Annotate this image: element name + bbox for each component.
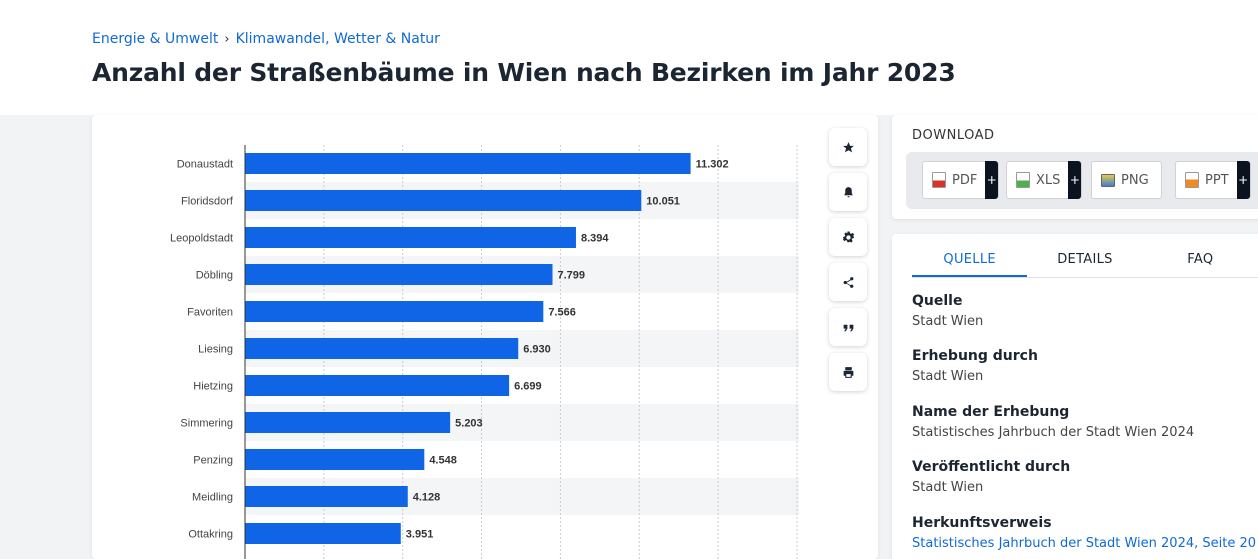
value-label: 8.394 [581, 233, 609, 245]
value-label: 10.051 [646, 196, 680, 208]
ppt-file-icon [1185, 172, 1199, 188]
info-value: Statistisches Jahrbuch der Stadt Wien 20… [912, 425, 1195, 440]
info-section-herkunft: Herkunftsverweis Statistisches Jahrbuch … [912, 515, 1256, 551]
bar[interactable] [245, 412, 451, 433]
bar[interactable] [245, 227, 576, 248]
tab-details[interactable]: DETAILS [1057, 252, 1113, 267]
category-label: Ottakring [188, 529, 233, 541]
tab-faq[interactable]: FAQ [1187, 252, 1214, 267]
value-label: 4.128 [413, 492, 441, 504]
bar[interactable] [245, 486, 408, 507]
pdf-file-icon [932, 172, 946, 188]
download-ppt-button[interactable]: PPT + [1175, 161, 1251, 199]
gear-icon [842, 231, 854, 243]
download-panel: DOWNLOAD PDF + XLS + PNG PPT + [892, 115, 1258, 219]
download-title: DOWNLOAD [912, 128, 995, 143]
value-label: 6.699 [514, 381, 542, 393]
star-icon [842, 141, 854, 152]
bar[interactable] [245, 523, 401, 544]
category-label: Hietzing [193, 381, 233, 393]
pdf-options-plus[interactable]: + [985, 161, 999, 199]
settings-button[interactable] [829, 218, 867, 256]
bar[interactable] [245, 338, 519, 359]
download-pdf-label: PDF [952, 172, 978, 188]
bell-icon [843, 186, 853, 197]
breadcrumb-item-klimawandel[interactable]: Klimawandel, Wetter & Natur [235, 31, 440, 47]
notification-button[interactable] [829, 173, 867, 211]
breadcrumb-separator: › [224, 31, 230, 47]
bar[interactable] [245, 375, 510, 396]
info-value: Stadt Wien [912, 480, 984, 495]
category-label: Favoriten [187, 307, 233, 319]
header-background [0, 0, 1258, 115]
bar[interactable] [245, 301, 544, 322]
value-label: 11.302 [696, 159, 729, 171]
share-icon [843, 276, 853, 288]
info-value: Stadt Wien [912, 314, 984, 329]
download-png-label: PNG [1121, 172, 1149, 188]
download-pdf-button[interactable]: PDF + [922, 161, 1000, 199]
bar-chart: Donaustadt 11.302 Floridsdorf 10.051 Leopold… [170, 145, 799, 559]
quote-icon [843, 324, 853, 331]
info-tabs: QUELLE DETAILS FAQ [912, 248, 1258, 278]
category-label: Liesing [198, 344, 233, 356]
share-button[interactable] [829, 263, 867, 301]
bar[interactable] [245, 449, 425, 470]
print-button[interactable] [829, 353, 867, 391]
category-label: Döbling [196, 270, 233, 282]
download-buttons: PDF + XLS + PNG PPT + [906, 152, 1258, 209]
info-heading: Herkunftsverweis [912, 515, 1052, 531]
info-section-veroeffentlicht: Veröffentlicht durch Stadt Wien [912, 459, 1070, 495]
download-ppt-label: PPT [1205, 172, 1229, 188]
category-label: Meidling [192, 492, 233, 504]
cite-button[interactable] [829, 308, 867, 346]
ppt-options-plus[interactable]: + [1236, 161, 1250, 199]
xls-file-icon [1016, 172, 1030, 188]
info-panel: QUELLE DETAILS FAQ Quelle Stadt Wien Erh… [892, 234, 1258, 559]
png-file-icon [1101, 173, 1115, 187]
breadcrumb: Energie & Umwelt › Klimawandel, Wetter &… [92, 31, 440, 47]
info-heading: Name der Erhebung [912, 404, 1070, 420]
info-heading: Erhebung durch [912, 348, 1038, 364]
category-label: Leopoldstadt [170, 233, 233, 245]
favorite-button[interactable] [829, 128, 867, 166]
bar[interactable] [245, 190, 642, 211]
value-label: 7.799 [558, 270, 586, 282]
tab-quelle[interactable]: QUELLE [912, 248, 1028, 277]
breadcrumb-item-energie[interactable]: Energie & Umwelt [92, 31, 219, 47]
info-section-quelle: Quelle Stadt Wien [912, 293, 983, 329]
download-png-button[interactable]: PNG [1091, 161, 1162, 199]
value-label: 5.203 [455, 418, 483, 430]
bar[interactable] [245, 153, 691, 174]
bar[interactable] [245, 264, 553, 285]
print-icon [843, 366, 853, 378]
category-label: Simmering [180, 418, 233, 430]
info-section-erhebung: Erhebung durch Stadt Wien [912, 348, 1038, 384]
info-value: Stadt Wien [912, 369, 984, 384]
source-link[interactable]: Statistisches Jahrbuch der Stadt Wien 20… [912, 536, 1257, 551]
info-heading: Veröffentlicht durch [912, 459, 1071, 475]
xls-options-plus[interactable]: + [1068, 161, 1082, 199]
chart-toolbar [829, 128, 867, 398]
download-xls-button[interactable]: XLS + [1006, 161, 1083, 199]
chart-card: Donaustadt 11.302 Floridsdorf 10.051 Leopold… [92, 115, 878, 559]
value-label: 6.930 [523, 344, 551, 356]
category-label: Floridsdorf [181, 196, 234, 208]
info-heading: Quelle [912, 293, 963, 309]
info-section-name: Name der Erhebung Statistisches Jahrbuch… [912, 404, 1194, 440]
value-label: 4.548 [429, 455, 457, 467]
download-xls-label: XLS [1036, 172, 1061, 188]
value-label: 3.951 [406, 529, 434, 541]
category-label: Penzing [193, 455, 233, 467]
page-title: Anzahl der Straßenbäume in Wien nach Bez… [92, 58, 956, 87]
value-label: 7.566 [548, 307, 576, 319]
category-label: Donaustadt [177, 159, 233, 171]
